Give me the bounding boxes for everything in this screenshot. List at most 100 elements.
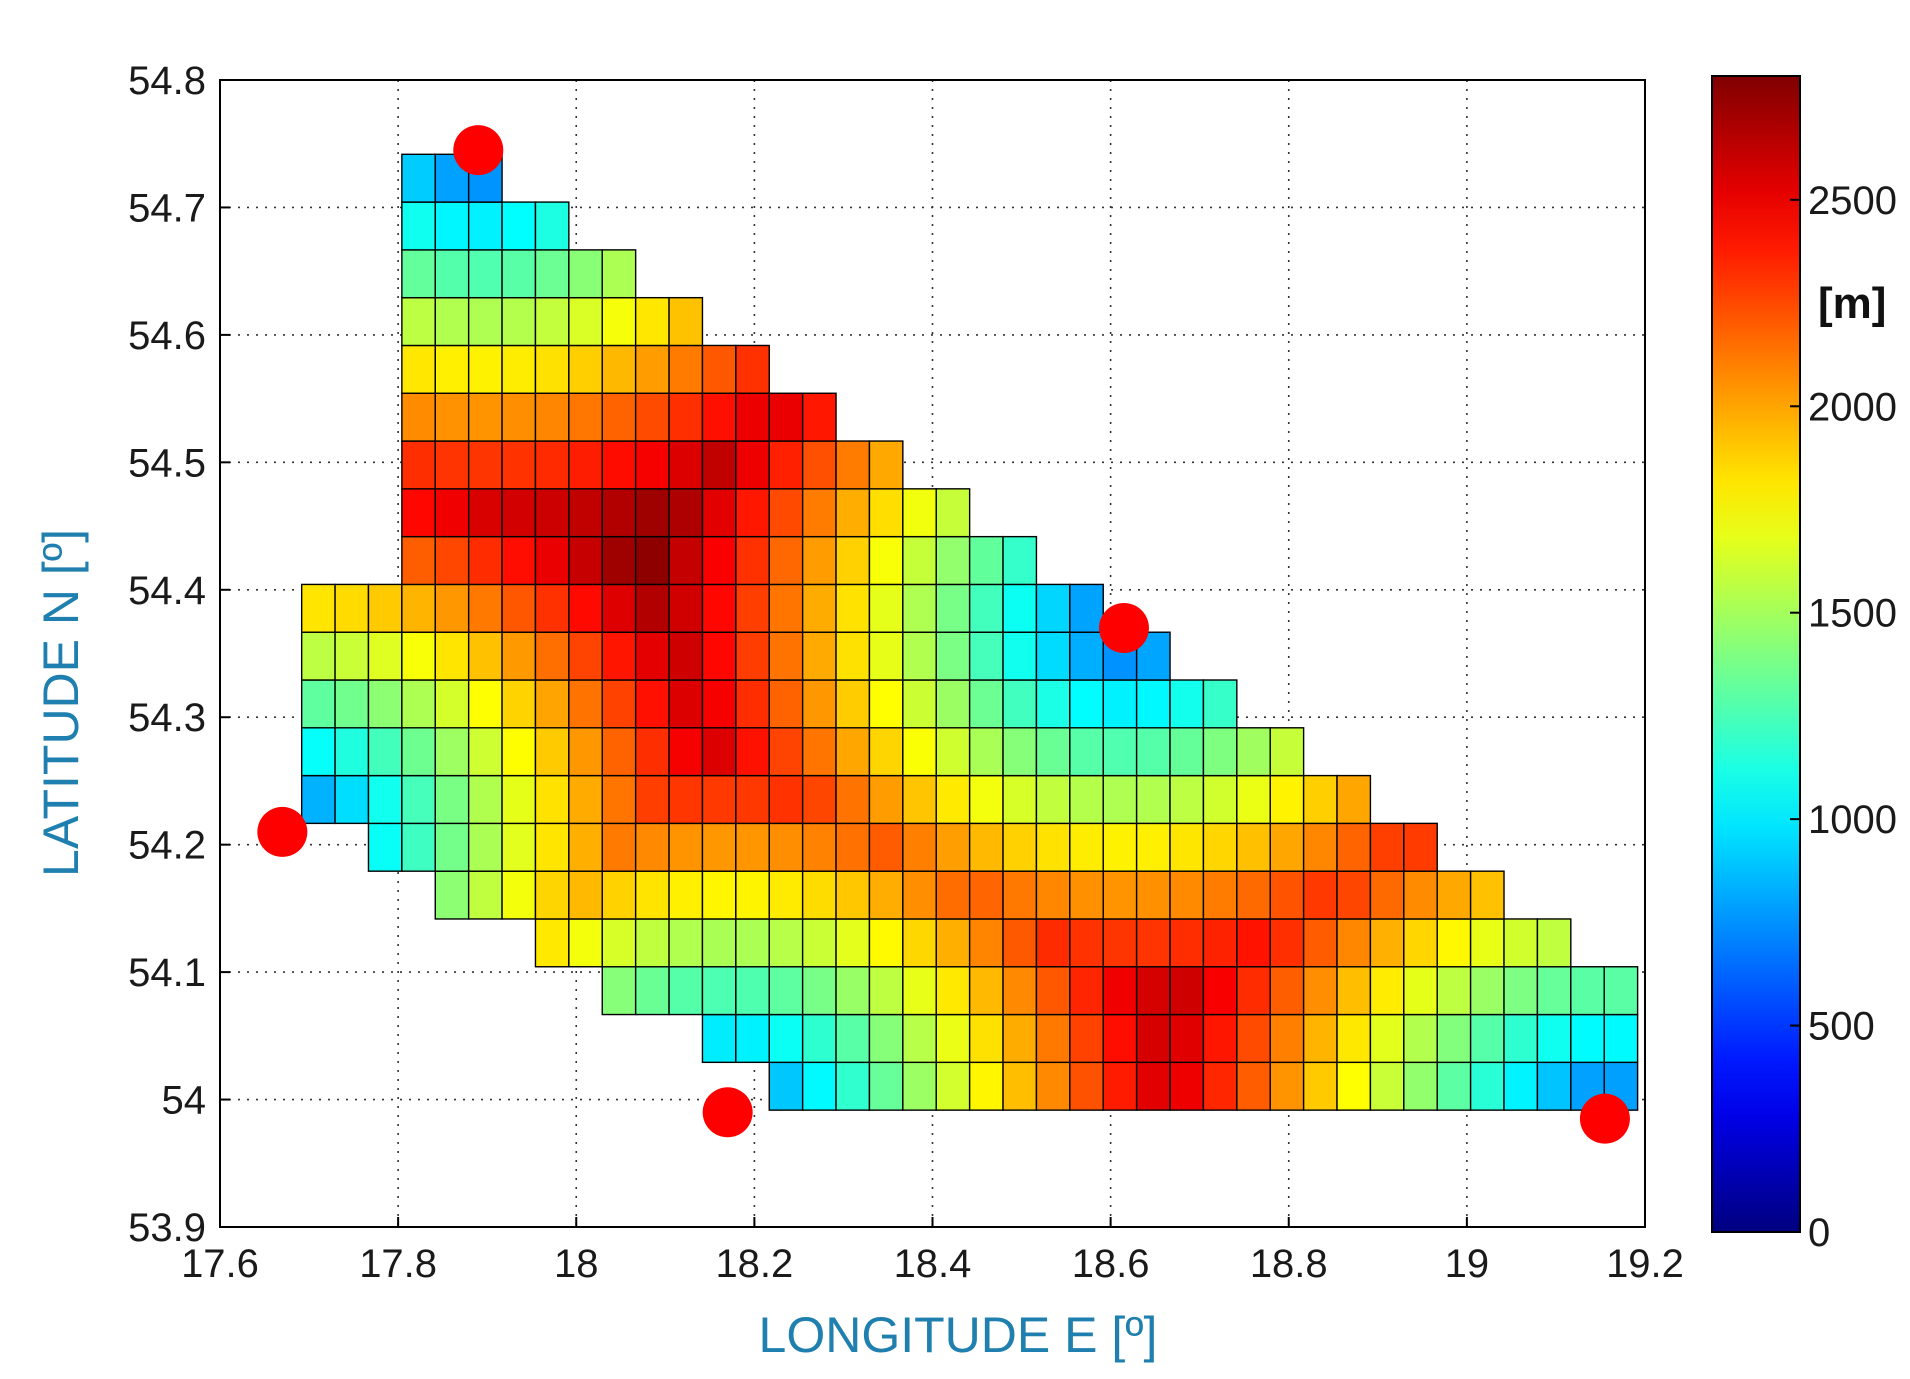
x-axis-ticks: 17.6 17.8 18 18.2 18.4 18.6 18.8 19 19.2 [181,1217,1684,1286]
heatmap-cell [801,870,837,920]
heatmap-cell [467,774,503,825]
heatmap-cell [735,1013,770,1064]
heatmap-cell [735,870,770,920]
x-axis-title: LONGITUDE E [º] [759,1307,1158,1363]
heatmap-cell [467,296,503,347]
heatmap-cell [367,727,403,777]
heatmap-cell [668,966,704,1016]
heatmap-cell [801,727,837,777]
heatmap-cell [968,583,1004,633]
heatmap-cell [367,679,403,729]
heatmap-cell [401,488,436,538]
heatmap-cell [1269,870,1305,920]
heatmap-cell [935,822,971,872]
heatmap-cell [801,583,837,633]
heatmap-cell [568,583,603,633]
heatmap-cell [634,918,670,968]
heatmap-cell [768,392,804,442]
heatmap-cell [1269,918,1305,968]
colorbar-tick-label: 1500 [1808,592,1897,636]
heatmap-cell [968,774,1004,825]
heatmap-cell [868,583,904,633]
heatmap-cell [701,631,737,681]
heatmap-cell [835,870,871,920]
heatmap-cell [902,870,937,920]
heatmap-cell [668,679,704,729]
heatmap-cell [835,535,871,586]
heatmap-cell [1336,870,1372,920]
heatmap-cell [1503,918,1539,968]
heatmap-cell [1503,966,1539,1016]
heatmap-cell [534,774,570,825]
heatmap-cell [668,727,704,777]
heatmap-cell [1035,918,1071,968]
heatmap-cell [601,249,637,299]
heatmap-cell [902,488,937,538]
heatmap-cell [1169,822,1205,872]
heatmap-cell [935,774,971,825]
heatmap-cell [1035,583,1071,633]
heatmap-cell [1169,727,1205,777]
heatmap-cell [1436,918,1472,968]
heatmap-cell [1403,1013,1438,1064]
heatmap-cell [601,918,637,968]
heatmap-cell [1469,918,1505,968]
heatmap-cell [1035,679,1071,729]
heatmap-cell [1069,1061,1104,1111]
heatmap-cell [1536,918,1572,968]
heatmap-cell [434,344,470,394]
heatmap-cell [1369,822,1405,872]
heatmap-cell [668,296,704,347]
heatmap-cell [1069,822,1104,872]
x-tick-label: 19 [1445,1242,1490,1286]
heatmap-cell [1202,727,1238,777]
heatmap-cell [902,822,937,872]
heatmap-cell [1336,1013,1372,1064]
heatmap-cell [1302,774,1338,825]
heatmap-cell [835,822,871,872]
heatmap-cell [1536,966,1572,1016]
heatmap-cell [534,249,570,299]
heatmap-cell [835,966,871,1016]
colorbar-tick-label: 500 [1808,1005,1875,1049]
heatmap-cell [467,249,503,299]
heatmap-cell [1302,870,1338,920]
heatmap-cell [1002,631,1038,681]
heatmap-cell [1169,918,1205,968]
heatmap-cell [1236,1061,1271,1111]
heatmap-cell [1135,1061,1171,1111]
heatmap-cell [1102,727,1138,777]
heatmap-cell [1135,870,1171,920]
heatmap-cell [1135,822,1171,872]
heatmap-cell [1102,1061,1138,1111]
heatmap-cell [1035,966,1071,1016]
heatmap-cell [1202,966,1238,1016]
colorbar-ticks: 0 500 1000 1500 2000 2500 [1790,179,1897,1255]
heatmap-cell [768,870,804,920]
heatmap-cell [735,918,770,968]
heatmap-cell [701,822,737,872]
heatmap-cell [1403,1061,1438,1111]
heatmap-cell [601,440,637,490]
heatmap-cell [1069,918,1104,968]
heatmap-cell [568,392,603,442]
heatmap-cell [534,679,570,729]
heatmap-cell [467,488,503,538]
heatmap-cell [367,774,403,825]
heatmap-cell [668,870,704,920]
heatmap-cell [634,822,670,872]
heatmap-cell [1002,679,1038,729]
heatmap-cell [601,535,637,586]
x-tick-label: 18 [554,1242,599,1286]
heatmap-cell [300,774,336,825]
heatmap-cell [634,488,670,538]
heatmap-cell [735,535,770,586]
heatmap-cell [668,774,704,825]
heatmap-cell [968,535,1004,586]
heatmap-cell [1336,774,1372,825]
heatmap-cell [835,488,871,538]
heatmap-cell [701,679,737,729]
heatmap-cell [1236,870,1271,920]
heatmap-cell [1202,822,1238,872]
heatmap-cell [334,679,370,729]
